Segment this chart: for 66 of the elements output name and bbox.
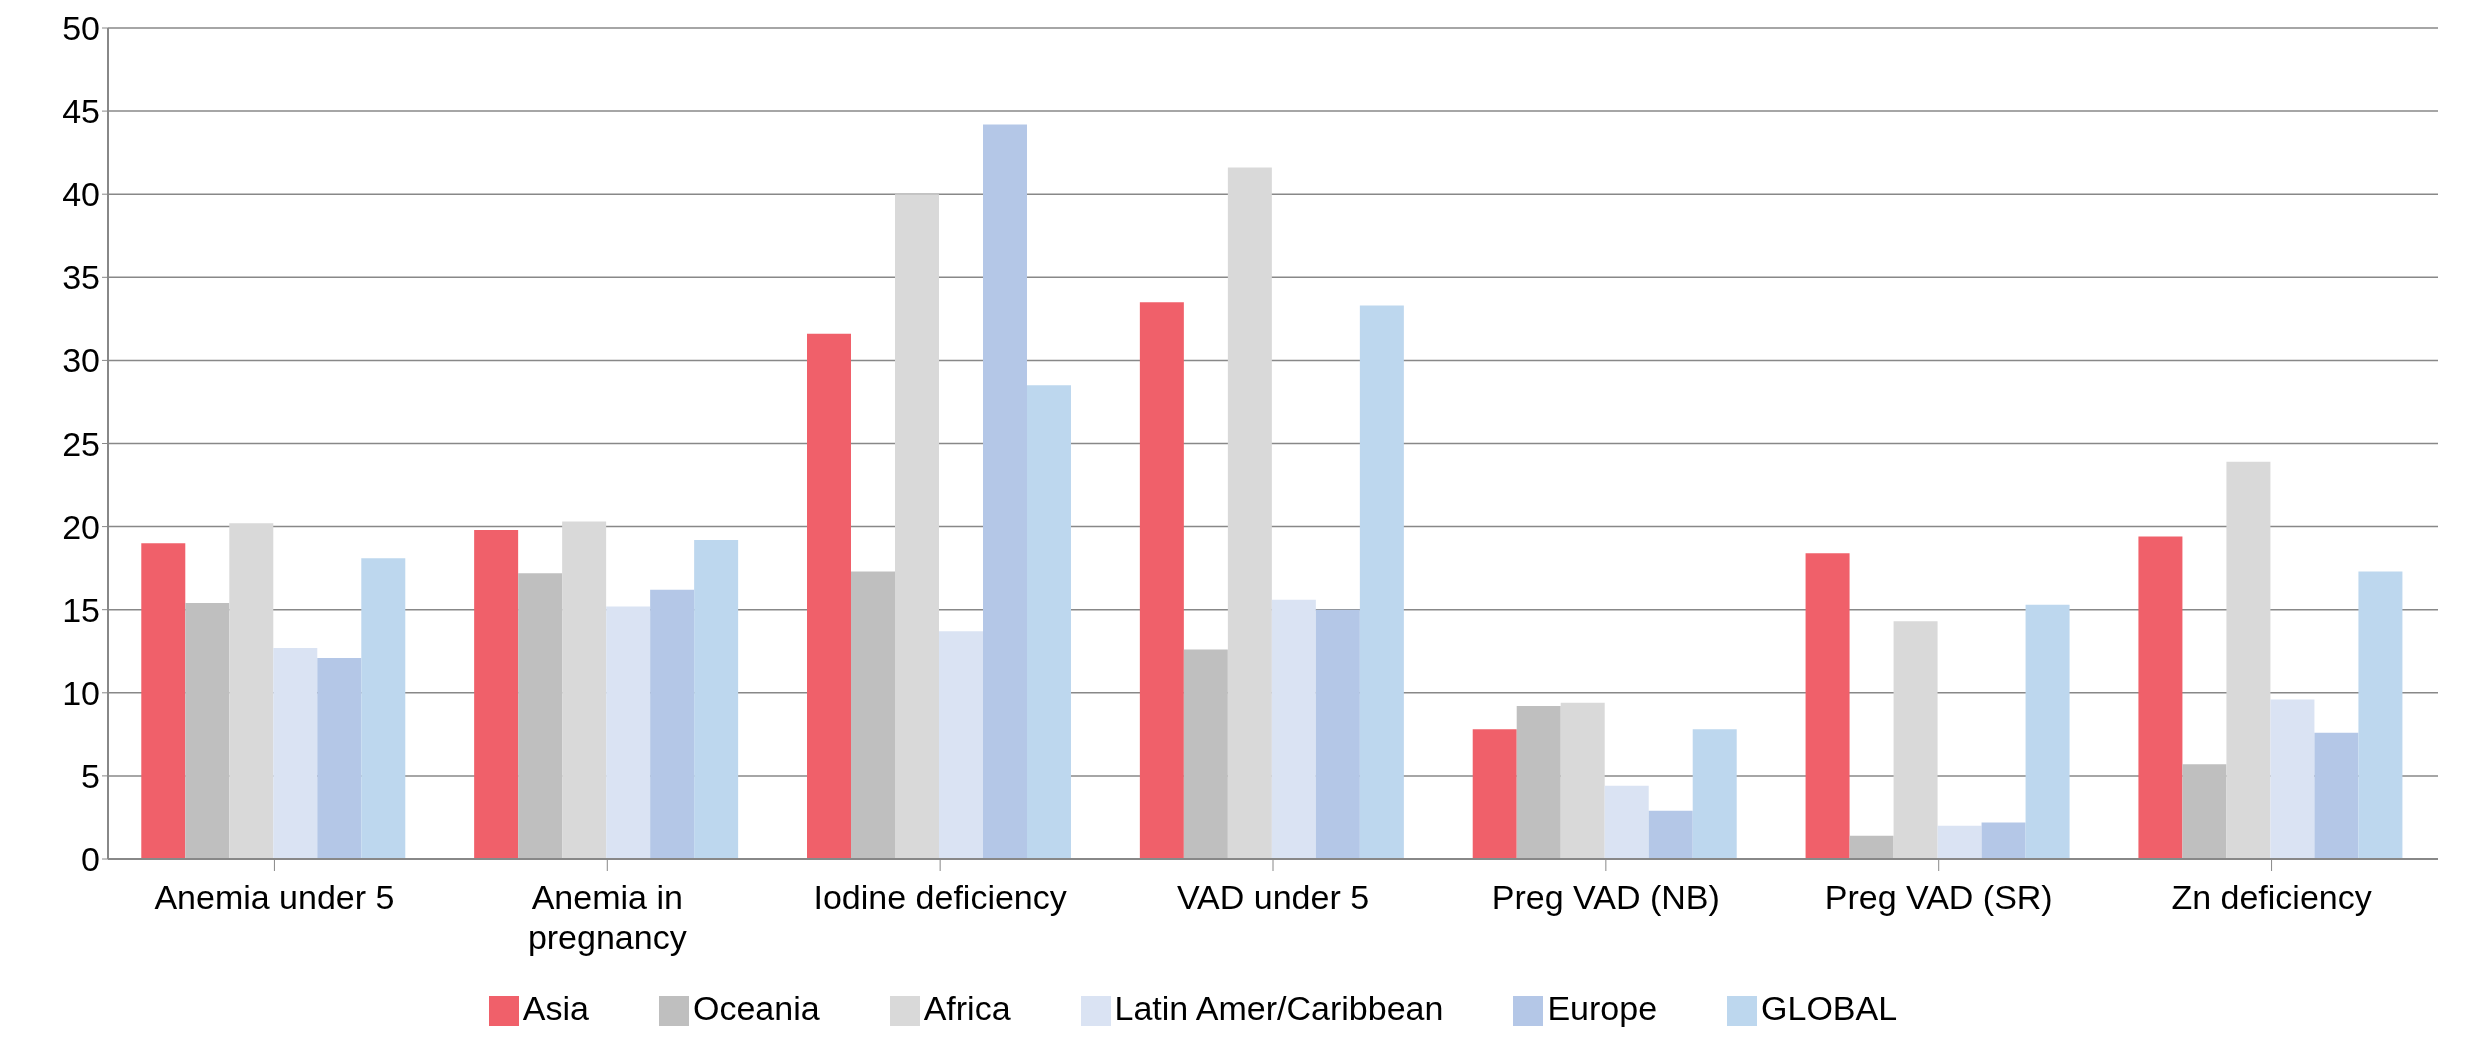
y-tick-label: 15 (62, 590, 100, 629)
bar (229, 523, 274, 859)
bar (1849, 835, 1894, 859)
x-tick-label: Zn deficiency (2171, 878, 2372, 916)
x-tick-label: Anemia under 5 (154, 878, 395, 916)
bar (1183, 649, 1228, 859)
bar (361, 558, 406, 859)
bar (2270, 699, 2315, 859)
x-tick-label: VAD under 5 (1176, 878, 1370, 916)
bar (2226, 461, 2271, 859)
legend-label: Europe (1547, 989, 1658, 1027)
bar (694, 539, 739, 859)
bar (1560, 702, 1605, 859)
bar (1027, 385, 1071, 859)
y-tick-label: 0 (81, 840, 100, 879)
y-tick-label: 40 (62, 175, 100, 214)
bar (1472, 729, 1517, 859)
bar (1893, 621, 1938, 859)
bar (518, 573, 563, 859)
x-tick-label: Anemia in pregnancy (527, 878, 687, 956)
bar (939, 631, 983, 859)
bar (317, 657, 362, 859)
legend-label: Latin Amer/Caribbean (1114, 989, 1444, 1027)
bar (606, 606, 651, 859)
bar (1937, 825, 1982, 859)
bar (851, 571, 895, 859)
bar (273, 647, 318, 859)
legend-label: GLOBAL (1761, 989, 1898, 1027)
legend-label: Asia (522, 989, 589, 1027)
bar (474, 529, 519, 859)
bar (1359, 305, 1404, 859)
bar (2358, 571, 2403, 859)
bar (562, 521, 607, 859)
y-tick-label: 25 (62, 424, 100, 463)
y-tick-label: 10 (62, 673, 100, 712)
bar (1139, 302, 1184, 859)
bar (1227, 167, 1272, 859)
y-tick-label: 45 (62, 92, 100, 131)
bar (141, 543, 186, 859)
y-tick-label: 20 (62, 507, 100, 546)
y-tick-label: 30 (62, 341, 100, 380)
y-tick-label: 50 (62, 9, 100, 48)
x-tick-label: Preg VAD (SR) (1824, 878, 2053, 916)
bar (650, 589, 695, 859)
bar (983, 124, 1027, 859)
bar (2025, 604, 2070, 859)
bar (2314, 732, 2359, 859)
bar (1981, 822, 2026, 859)
bar (1516, 706, 1561, 859)
bar (1271, 599, 1316, 859)
bar (2138, 536, 2183, 859)
bar (895, 194, 939, 859)
y-tick-label: 35 (62, 258, 100, 297)
bar (185, 603, 230, 859)
bar (2182, 764, 2227, 859)
bar (1805, 553, 1850, 859)
bar (1692, 729, 1737, 859)
legend-label: Africa (923, 989, 1011, 1027)
bar (1315, 609, 1360, 859)
bar (1604, 785, 1649, 859)
bar (807, 333, 851, 859)
legend-label: Oceania (692, 989, 820, 1027)
x-tick-label: Preg VAD (NB) (1491, 878, 1720, 916)
y-tick-label: 5 (81, 756, 100, 795)
bar (1648, 810, 1693, 859)
x-tick-label: Iodine deficiency (813, 878, 1067, 916)
